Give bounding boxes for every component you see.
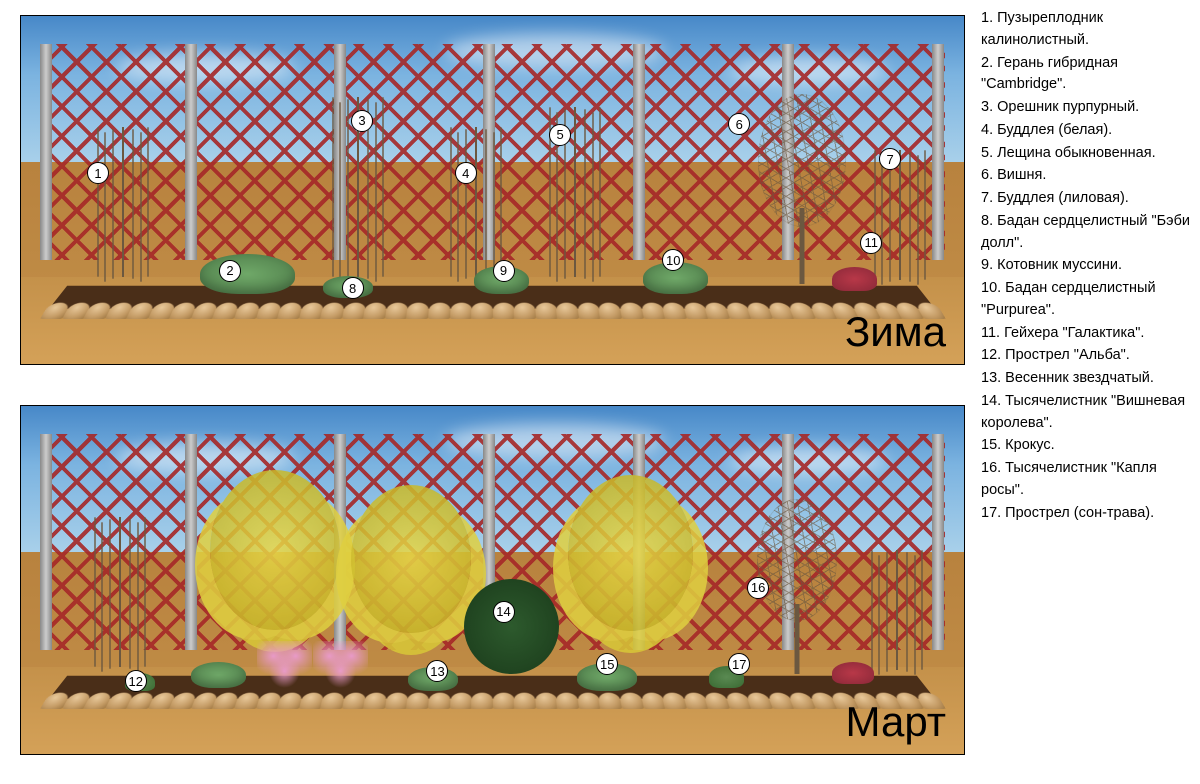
plant-marker: 3 [351, 110, 373, 132]
legend: 1. Пузыреплодник калинолистный.2. Герань… [975, 0, 1200, 784]
plant-shrub-bare [870, 550, 925, 670]
edging-log [406, 692, 429, 708]
legend-item: 17. Прострел (сон-трава). [981, 503, 1194, 525]
edging-log [449, 302, 471, 318]
legend-item: 15. Крокус. [981, 435, 1194, 457]
legend-item: 5. Лещина обыкновенная. [981, 143, 1194, 165]
plant-red-plant [832, 267, 877, 291]
fence-post [932, 44, 944, 260]
fence-post [633, 44, 645, 260]
plant-pink-flower [257, 641, 312, 691]
plant-marker: 2 [219, 260, 241, 282]
edging-log [492, 692, 514, 708]
edging-log [514, 302, 536, 318]
fence-post [40, 434, 52, 650]
edging-log [682, 692, 708, 708]
plant-marker: 9 [493, 260, 515, 282]
edging-log [471, 302, 493, 318]
plant-shrub-bare [436, 127, 516, 277]
edging-log [703, 692, 730, 708]
plant-marker: 4 [455, 162, 477, 184]
fence-post [185, 434, 197, 650]
edging-log [385, 302, 409, 318]
edging-log [619, 692, 644, 708]
edging-log [703, 302, 730, 318]
legend-item: 1. Пузыреплодник калинолистный. [981, 8, 1194, 52]
plant-red-plant [832, 662, 874, 684]
plant-green-bush [464, 579, 559, 674]
plant-pink-flower [313, 641, 368, 691]
plant-marker: 14 [493, 601, 515, 623]
plant-marker: 11 [860, 232, 882, 254]
edging-log [640, 302, 665, 318]
plant-marker: 8 [342, 277, 364, 299]
edging-log [598, 692, 622, 708]
edging-log [619, 302, 644, 318]
plant-marker: 16 [747, 577, 769, 599]
edging-log [428, 302, 451, 318]
edging-log [363, 692, 387, 708]
log-edging [40, 301, 945, 319]
legend-item: 12. Прострел "Альба". [981, 345, 1194, 367]
edging-log [556, 302, 579, 318]
edging-log [577, 692, 601, 708]
legend-item: 10. Бадан сердцелистный "Purpurea". [981, 278, 1194, 322]
edging-log [598, 302, 622, 318]
edging-log [428, 692, 451, 708]
legend-item: 13. Весенник звездчатый. [981, 368, 1194, 390]
edging-log [640, 692, 665, 708]
plant-marker: 1 [87, 162, 109, 184]
fence-post [185, 44, 197, 260]
panels-container: 1234567891011Зима121314151617Март [0, 0, 975, 784]
legend-item: 4. Буддлея (белая). [981, 120, 1194, 142]
plant-shrub-bare [78, 517, 163, 667]
season-label: Март [846, 698, 947, 746]
edging-log [514, 692, 536, 708]
edging-log [682, 302, 708, 318]
legend-item: 16. Тысячелистник "Капля росы". [981, 458, 1194, 502]
garden-panel: 121314151617Март [20, 405, 965, 755]
legend-item: 7. Буддлея (лиловая). [981, 188, 1194, 210]
plant-tree-bare [747, 94, 857, 284]
plant-marker: 5 [549, 124, 571, 146]
edging-log [449, 692, 471, 708]
log-edging [40, 691, 945, 709]
edging-log [661, 302, 687, 318]
season-label: Зима [845, 308, 946, 356]
edging-log [385, 692, 409, 708]
edging-log [471, 692, 493, 708]
edging-log [492, 302, 514, 318]
plant-green-mound [200, 254, 295, 294]
garden-panel: 1234567891011Зима [20, 15, 965, 365]
plant-yellow-bloom [351, 485, 471, 670]
edging-log [535, 302, 558, 318]
legend-item: 8. Бадан сердцелистный "Бэби долл". [981, 211, 1194, 255]
legend-item: 14. Тысячелистник "Вишневая королева". [981, 391, 1194, 435]
fence-post [40, 44, 52, 260]
plant-shrub-bare [78, 127, 168, 277]
plant-green-mound [191, 662, 246, 688]
fence-post [932, 434, 944, 650]
legend-item: 2. Герань гибридная "Cambridge". [981, 53, 1194, 97]
edging-log [363, 302, 387, 318]
legend-item: 9. Котовник муссини. [981, 255, 1194, 277]
edging-log [661, 692, 687, 708]
legend-item: 3. Орешник пурпурный. [981, 97, 1194, 119]
legend-item: 6. Вишня. [981, 165, 1194, 187]
edging-log [556, 692, 579, 708]
plant-yellow-bloom [568, 475, 693, 670]
edging-log [406, 302, 429, 318]
edging-log [577, 302, 601, 318]
plant-shrub-bare [870, 150, 930, 280]
edging-log [535, 692, 558, 708]
legend-item: 11. Гейхера "Галактика". [981, 323, 1194, 345]
